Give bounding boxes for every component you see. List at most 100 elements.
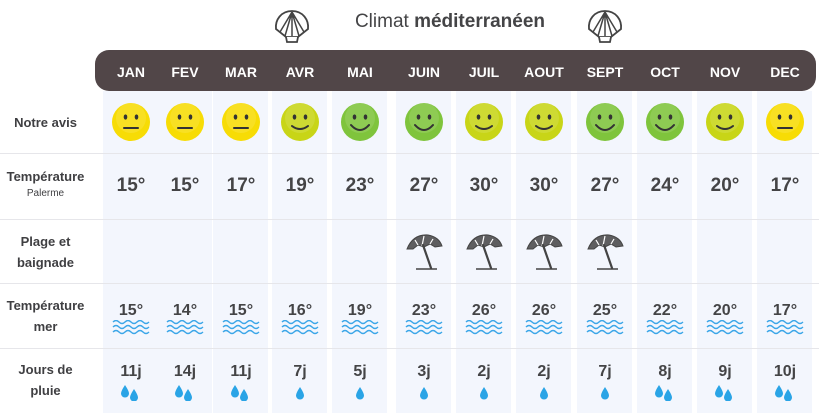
sea-temperature-value: 16° [287,302,313,319]
row-label-jours-pluie: Jours de pluie [18,362,73,398]
wave-icon [106,320,156,335]
rating-good-face-icon [523,101,565,143]
air-temperature: 30° [529,175,559,196]
month-column-bg [332,91,387,413]
month-column-bg [157,91,212,413]
rain-days: 2j [519,363,569,401]
rating-neutral-face-icon [764,101,806,143]
sea-temperature: 16° [275,302,325,335]
rain-days: 10j [760,363,810,402]
sea-temperature: 19° [335,302,385,335]
rain-days: 14j [160,363,210,402]
month-column-bg [757,91,812,413]
rating-great-face-icon [644,101,686,143]
wave-icon [700,320,750,335]
sea-temperature-value: 26° [471,302,497,319]
month-header-bar [95,50,816,91]
raindrop-icon [106,381,156,402]
wave-icon [160,320,210,335]
month-header-avr: AVR [285,64,315,80]
rain-days-value: 10j [773,363,797,380]
air-temperature: 15° [170,175,200,196]
month-header-mar: MAR [225,64,257,80]
sea-temperature: 20° [700,302,750,335]
row-label-temperature: Température Palerme [6,169,85,199]
rain-days-value: 7j [293,363,307,380]
beach-umbrella-icon [404,232,444,272]
sea-temperature: 14° [160,302,210,335]
sea-temperature-value: 15° [228,302,254,319]
sea-temperature-value: 19° [347,302,373,319]
month-column-bg [637,91,692,413]
sea-temperature: 26° [519,302,569,335]
raindrop-icon [160,381,210,402]
row-label-plage: Plage et baignade [16,234,75,270]
row-label-avis: Notre avis [14,115,77,130]
wave-icon [275,320,325,335]
beach-umbrella-icon [524,232,564,272]
rating-great-face-icon [339,101,381,143]
month-header-juil: JUIL [468,64,500,80]
month-header-juin: JUIN [408,64,440,80]
rain-days-value: 11j [230,363,252,380]
rain-days-value: 5j [353,363,367,380]
rain-days-value: 11j [120,363,142,380]
shell-icon-right [585,7,625,45]
rating-great-face-icon [584,101,626,143]
raindrop-icon [580,381,630,401]
rain-days-value: 2j [477,363,491,380]
month-header-nov: NOV [709,64,741,80]
wave-icon [335,320,385,335]
sea-temperature: 26° [459,302,509,335]
rain-days-value: 8j [658,363,672,380]
rain-days: 9j [700,363,750,402]
air-temperature: 23° [345,175,375,196]
raindrop-icon [399,381,449,401]
wave-icon [399,320,449,335]
air-temperature: 27° [409,175,439,196]
month-header-jan: JAN [116,64,145,80]
page-title: Climat méditerranéen [354,11,546,32]
month-column-bg [697,91,752,413]
air-temperature: 17° [226,175,256,196]
row-divider [0,348,819,349]
month-header-fev: FEV [171,64,199,80]
raindrop-icon [519,381,569,401]
rain-days: 2j [459,363,509,401]
rating-neutral-face-icon [220,101,262,143]
wave-icon [640,320,690,335]
raindrop-icon [275,381,325,401]
month-column-bg [396,91,451,413]
month-column-bg [272,91,327,413]
sea-temperature-value: 26° [531,302,557,319]
rain-days: 11j [106,363,156,402]
wave-icon [519,320,569,335]
sea-temperature-value: 25° [592,302,618,319]
month-header-aout: AOUT [524,64,564,80]
wave-icon [580,320,630,335]
rain-days: 3j [399,363,449,401]
month-header-sept: SEPT [586,64,624,80]
sea-temperature: 15° [216,302,266,335]
air-temperature: 19° [285,175,315,196]
sea-temperature-value: 17° [772,302,798,319]
month-header-dec: DEC [770,64,800,80]
sea-temperature: 22° [640,302,690,335]
rating-good-face-icon [704,101,746,143]
raindrop-icon [335,381,385,401]
sea-temperature-value: 22° [652,302,678,319]
rating-great-face-icon [403,101,445,143]
rain-days: 7j [275,363,325,401]
rain-days-value: 9j [718,363,732,380]
month-column-bg [213,91,268,413]
sea-temperature: 25° [580,302,630,335]
wave-icon [760,320,810,335]
wave-icon [216,320,266,335]
rain-days: 5j [335,363,385,401]
row-divider [0,153,819,154]
shell-icon-left [272,7,312,45]
raindrop-icon [700,381,750,402]
air-temperature: 27° [590,175,620,196]
rating-neutral-face-icon [110,101,152,143]
sea-temperature: 15° [106,302,156,335]
